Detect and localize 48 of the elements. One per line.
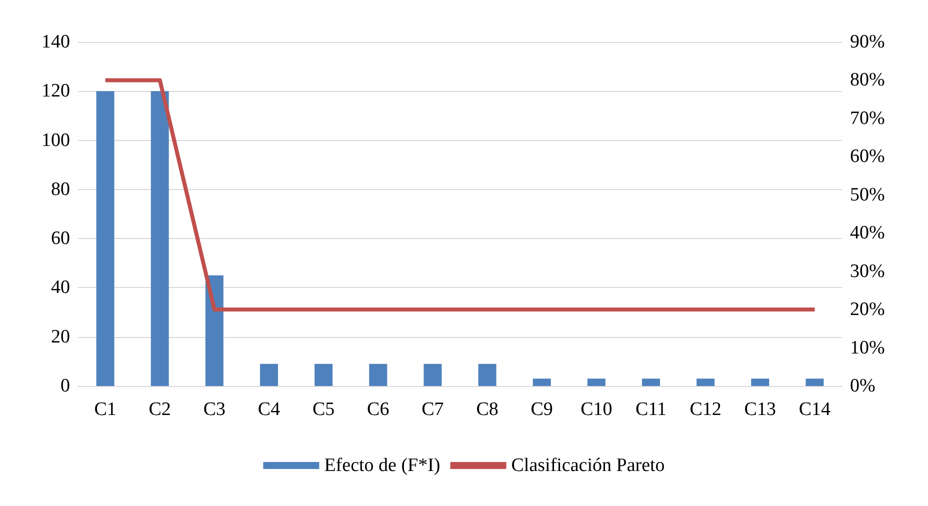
x-tick-label: C12 (690, 399, 722, 420)
bar (587, 378, 606, 386)
bar (205, 275, 224, 386)
y-tick-label: 40 (51, 277, 70, 298)
legend-label: Clasificación Pareto (511, 455, 665, 476)
y-tick-label: 0 (60, 376, 70, 396)
y2-tick-label: 40% (850, 222, 885, 244)
x-tick-label: C11 (636, 399, 666, 420)
bar (150, 91, 169, 386)
y2-tick-label: 60% (850, 146, 885, 168)
x-tick-label: C13 (744, 399, 776, 420)
y2-tick-label: 20% (850, 299, 885, 320)
x-tick-label: C10 (580, 399, 612, 420)
x-tick-label: C8 (476, 399, 498, 420)
bar (806, 378, 824, 386)
y2-tick-label: 30% (850, 260, 885, 282)
x-tick-label: C4 (258, 399, 281, 420)
x-tick-label: C14 (798, 399, 832, 420)
bar (532, 378, 551, 386)
y2-tick-label: 50% (850, 184, 885, 206)
y2-tick-label: 80% (850, 70, 885, 91)
y-tick-label: 80 (51, 178, 70, 200)
y2-tick-label: 0% (850, 376, 876, 396)
legend-label: Efecto de (F*I) (324, 455, 440, 476)
bar (314, 364, 333, 386)
x-tick-label: C2 (148, 399, 171, 420)
x-tick-label: C9 (530, 399, 553, 420)
x-tick-label: C3 (203, 399, 226, 420)
y-tick-label: 60 (51, 228, 70, 250)
y-tick-label: 20 (51, 326, 70, 348)
bar (260, 364, 278, 386)
y-tick-label: 140 (42, 32, 70, 52)
x-tick-label: C5 (312, 399, 335, 420)
x-tick-label: C7 (422, 399, 444, 420)
y2-tick-label: 10% (850, 337, 885, 358)
y2-tick-label: 70% (850, 108, 885, 129)
y-tick-label: 120 (42, 80, 70, 102)
x-tick-label: C6 (367, 399, 390, 420)
bar (696, 378, 715, 386)
bar (424, 364, 442, 386)
bar (751, 378, 770, 386)
bar (96, 91, 114, 386)
y-tick-label: 100 (42, 130, 70, 151)
y2-tick-label: 90% (850, 32, 885, 52)
bar (642, 378, 660, 386)
bar (369, 364, 388, 386)
x-tick-label: C1 (94, 399, 116, 420)
bar (478, 364, 496, 386)
